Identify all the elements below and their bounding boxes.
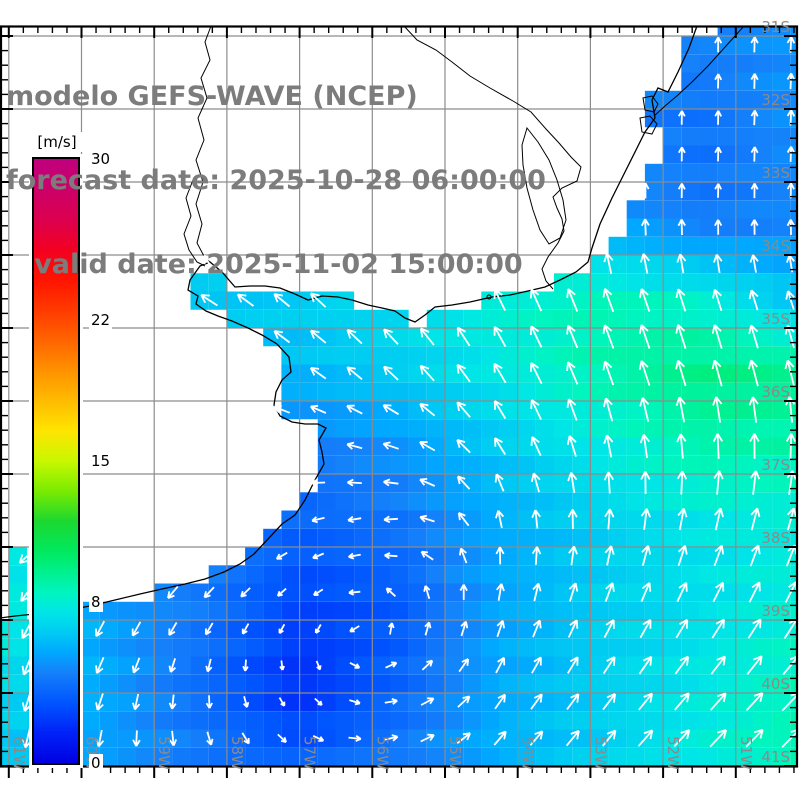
- latitude-label: 35S: [761, 310, 790, 328]
- colorbar: [m/s] 30 22 15 8 0: [25, 132, 117, 792]
- latitude-label: 32S: [761, 91, 790, 109]
- latitude-label: 34S: [761, 237, 790, 255]
- coastline-path: [0, 25, 698, 619]
- map-frame: [0, 25, 799, 768]
- latitude-label: 31S: [761, 18, 790, 36]
- colorbar-tick-label: 0: [89, 754, 103, 773]
- longitude-label: 61W: [10, 736, 28, 770]
- longitude-label: 58W: [228, 736, 246, 770]
- latitude-label: 39S: [761, 602, 790, 620]
- latitude-label: 41S: [761, 748, 790, 766]
- river-path: [195, 25, 212, 263]
- longitude-label: 53W: [591, 736, 609, 770]
- latitude-label: 36S: [761, 383, 790, 401]
- islet-mark: [486, 294, 492, 300]
- colorbar-tick-label: 30: [89, 150, 113, 169]
- lagoon-shore-path: [653, 25, 745, 117]
- river-path: [183, 179, 206, 267]
- lake-outline: [639, 115, 658, 135]
- latitude-label: 33S: [761, 164, 790, 182]
- lake-outline: [642, 95, 659, 113]
- colorbar-tick-label: 22: [89, 311, 113, 331]
- latitude-label: 40S: [761, 675, 790, 693]
- colorbar-frame: [29, 154, 83, 768]
- latitude-label: 38S: [761, 529, 790, 547]
- axis-ticks: [0, 25, 799, 778]
- coast-group: [0, 25, 745, 619]
- longitude-label: 55W: [446, 736, 464, 770]
- colorbar-unit-label: [m/s]: [27, 132, 87, 152]
- longitude-label: 56W: [373, 736, 391, 770]
- longitude-label: 57W: [301, 736, 319, 770]
- lake-outline: [521, 126, 567, 245]
- longitude-label: 52W: [664, 736, 682, 770]
- longitude-label: 59W: [155, 736, 173, 770]
- latitude-label: 37S: [761, 456, 790, 474]
- colorbar-tick-label: 15: [89, 452, 113, 471]
- colorbar-tick-label: 8: [89, 592, 103, 612]
- longitude-label: 51W: [737, 736, 755, 770]
- wave-height-field: [1, 26, 798, 767]
- colorbar-gradient: [32, 157, 80, 765]
- river-path: [403, 25, 582, 290]
- longitude-label: 54W: [519, 736, 537, 770]
